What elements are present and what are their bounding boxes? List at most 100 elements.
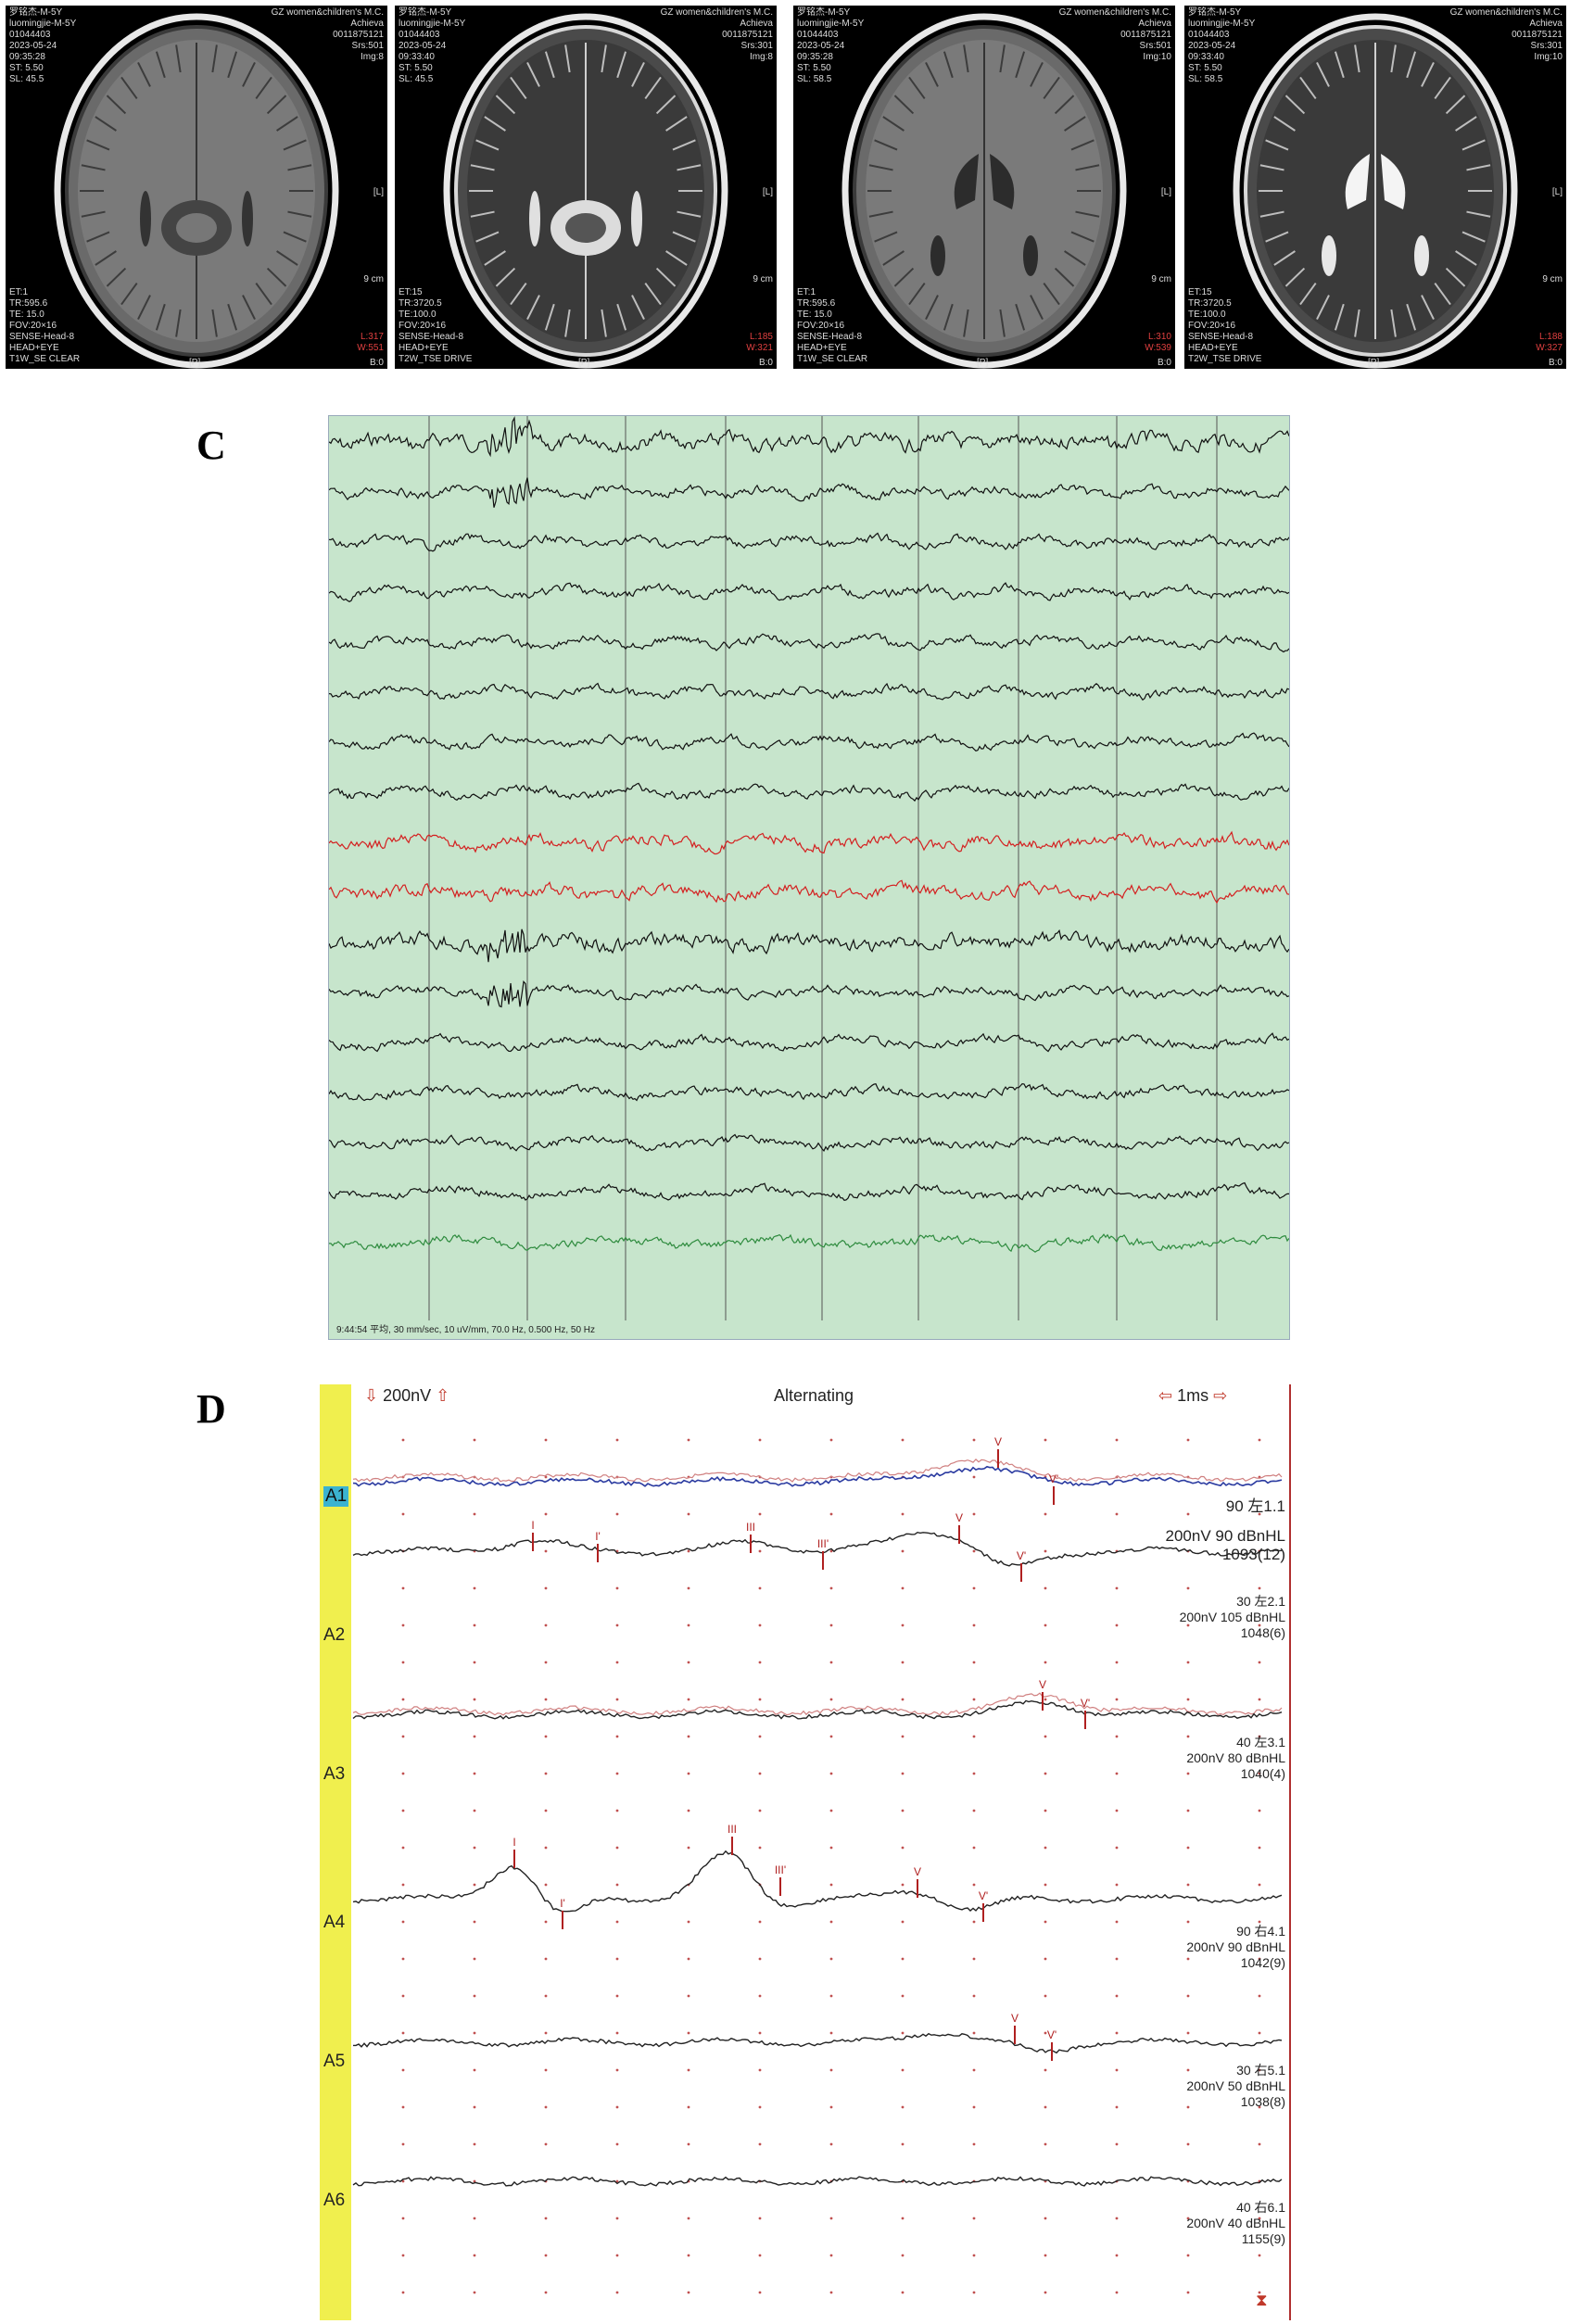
grid-dot	[901, 1438, 905, 1442]
side-marker: [L]	[1160, 187, 1171, 197]
grid-dot	[687, 1846, 690, 1850]
grid-dot	[901, 1772, 905, 1775]
grid-dot	[473, 2217, 476, 2220]
grid-dot	[473, 1623, 476, 1627]
wave-label: I	[531, 1519, 534, 1532]
grid-dot	[901, 1623, 905, 1627]
grid-dot	[829, 1957, 833, 1961]
grid-dot	[1186, 2142, 1190, 2146]
abr-trace-4	[352, 1850, 1283, 1913]
study-info: GZ women&children's M.C. Achieva 001187512…	[271, 7, 384, 62]
grid-dot	[758, 1438, 762, 1442]
wave-label: I'	[595, 1530, 601, 1543]
grid-dot	[687, 2254, 690, 2257]
grid-dot	[1044, 2142, 1047, 2146]
grid-dot	[1115, 1623, 1119, 1627]
grid-dot	[544, 1586, 548, 1590]
trace-label-5: 90 右4.1 200nV 90 dBnHL 1042(9)	[1186, 1924, 1285, 1970]
grid-dot	[1186, 2105, 1190, 2109]
grid-dot	[758, 2142, 762, 2146]
eeg-channel-trace	[329, 477, 1289, 508]
grid-dot	[972, 2142, 976, 2146]
grid-dot	[1044, 1438, 1047, 1442]
posterior-marker: [P]	[1368, 358, 1380, 368]
grid-dot	[473, 1661, 476, 1664]
hourglass-icon[interactable]: ⧗	[1256, 2291, 1268, 2309]
mri-image-4: 罗铭杰-M-5Y luomingjie-M-5Y 01044403 2023-05-2…	[1184, 6, 1566, 369]
grid-dot	[1186, 1623, 1190, 1627]
grid-dot	[473, 2179, 476, 2183]
channel-a4[interactable]: A4	[323, 1913, 346, 1932]
time-scale-label[interactable]: ⇦ 1ms ⇨	[1158, 1386, 1228, 1405]
grid-dot	[829, 1623, 833, 1627]
grid-dot	[1186, 1883, 1190, 1887]
mri-image-3: 罗铭杰-M-5Y luomingjie-M-5Y 01044403 2023-05-2…	[793, 6, 1175, 369]
grid-dot	[758, 2254, 762, 2257]
grid-dot	[972, 1994, 976, 1998]
grid-dot	[758, 2217, 762, 2220]
grid-dot	[1258, 2254, 1261, 2257]
grid-dot	[972, 1735, 976, 1738]
grid-dot	[1044, 1883, 1047, 1887]
window-level: L:188 W:327	[1536, 332, 1563, 353]
grid-dot	[401, 1438, 405, 1442]
grid-dot	[615, 1772, 619, 1775]
grid-dot	[901, 2068, 905, 2072]
grid-dot	[758, 1920, 762, 1924]
sequence-info: ET:1 TR:595.6 TE: 15.0 FOV:20×16 SENSE-Head-…	[9, 287, 81, 364]
grid-dot	[1115, 1735, 1119, 1738]
channel-a2[interactable]: A2	[323, 1625, 346, 1645]
channel-sidebar	[320, 1384, 351, 2320]
grid-dot	[901, 2291, 905, 2294]
side-marker: [L]	[373, 187, 384, 197]
grid-dot	[1258, 1994, 1261, 1998]
stimulus-polarity-label: Alternating	[774, 1386, 854, 1405]
abr-trace-1-replicate	[352, 1459, 1283, 1483]
wave-label: I'	[560, 1897, 565, 1910]
grid-dot	[1258, 2105, 1261, 2109]
grid-dot	[1186, 1846, 1190, 1850]
grid-dot	[758, 1735, 762, 1738]
grid-dot	[901, 1549, 905, 1553]
grid-dot	[1258, 1438, 1261, 1442]
grid-dot	[1044, 1512, 1047, 1516]
grid-dot	[615, 1438, 619, 1442]
trace-label-7: 40 右6.1 200nV 40 dBnHL 1155(9)	[1186, 2200, 1285, 2246]
grid-dot	[1186, 1809, 1190, 1812]
grid-dot	[972, 1661, 976, 1664]
grid-dot	[1044, 2291, 1047, 2294]
grid-dot	[1258, 1698, 1261, 1701]
grid-dot	[1186, 2254, 1190, 2257]
channel-a5[interactable]: A5	[323, 2052, 346, 2071]
grid-dot	[972, 2031, 976, 2035]
grid-dot	[758, 1549, 762, 1553]
posterior-marker: [P]	[578, 358, 590, 368]
eeg-channel-trace	[329, 1082, 1289, 1102]
amplitude-scale-label[interactable]: ⇩ 200nV ⇧	[364, 1386, 450, 1405]
grid-dot	[401, 2291, 405, 2294]
grid-dot	[1258, 1772, 1261, 1775]
wave-label: V	[914, 1865, 921, 1878]
grid-dot	[758, 1994, 762, 1998]
trace-label-4: 40 左3.1 200nV 80 dBnHL 1040(4)	[1186, 1735, 1285, 1781]
grid-dot	[615, 1809, 619, 1812]
grid-dot	[401, 2068, 405, 2072]
wave-label: V	[1039, 1678, 1046, 1691]
grid-dot	[972, 1920, 976, 1924]
grid-dot	[901, 2217, 905, 2220]
grid-dot	[972, 1772, 976, 1775]
grid-dot	[1115, 2254, 1119, 2257]
eeg-channel-trace	[329, 633, 1289, 653]
grid-dot	[615, 2217, 619, 2220]
grid-dot	[544, 2105, 548, 2109]
eeg-channel-trace	[329, 782, 1289, 802]
channel-a6[interactable]: A6	[323, 2191, 346, 2210]
grid-dot	[544, 1438, 548, 1442]
posterior-marker: [P]	[189, 358, 201, 368]
abr-trace-1	[352, 1465, 1283, 1487]
grid-dot	[473, 1920, 476, 1924]
grid-dot	[1044, 1957, 1047, 1961]
channel-a1[interactable]: A1	[323, 1486, 349, 1507]
channel-a3[interactable]: A3	[323, 1764, 346, 1784]
grid-dot	[401, 1698, 405, 1701]
